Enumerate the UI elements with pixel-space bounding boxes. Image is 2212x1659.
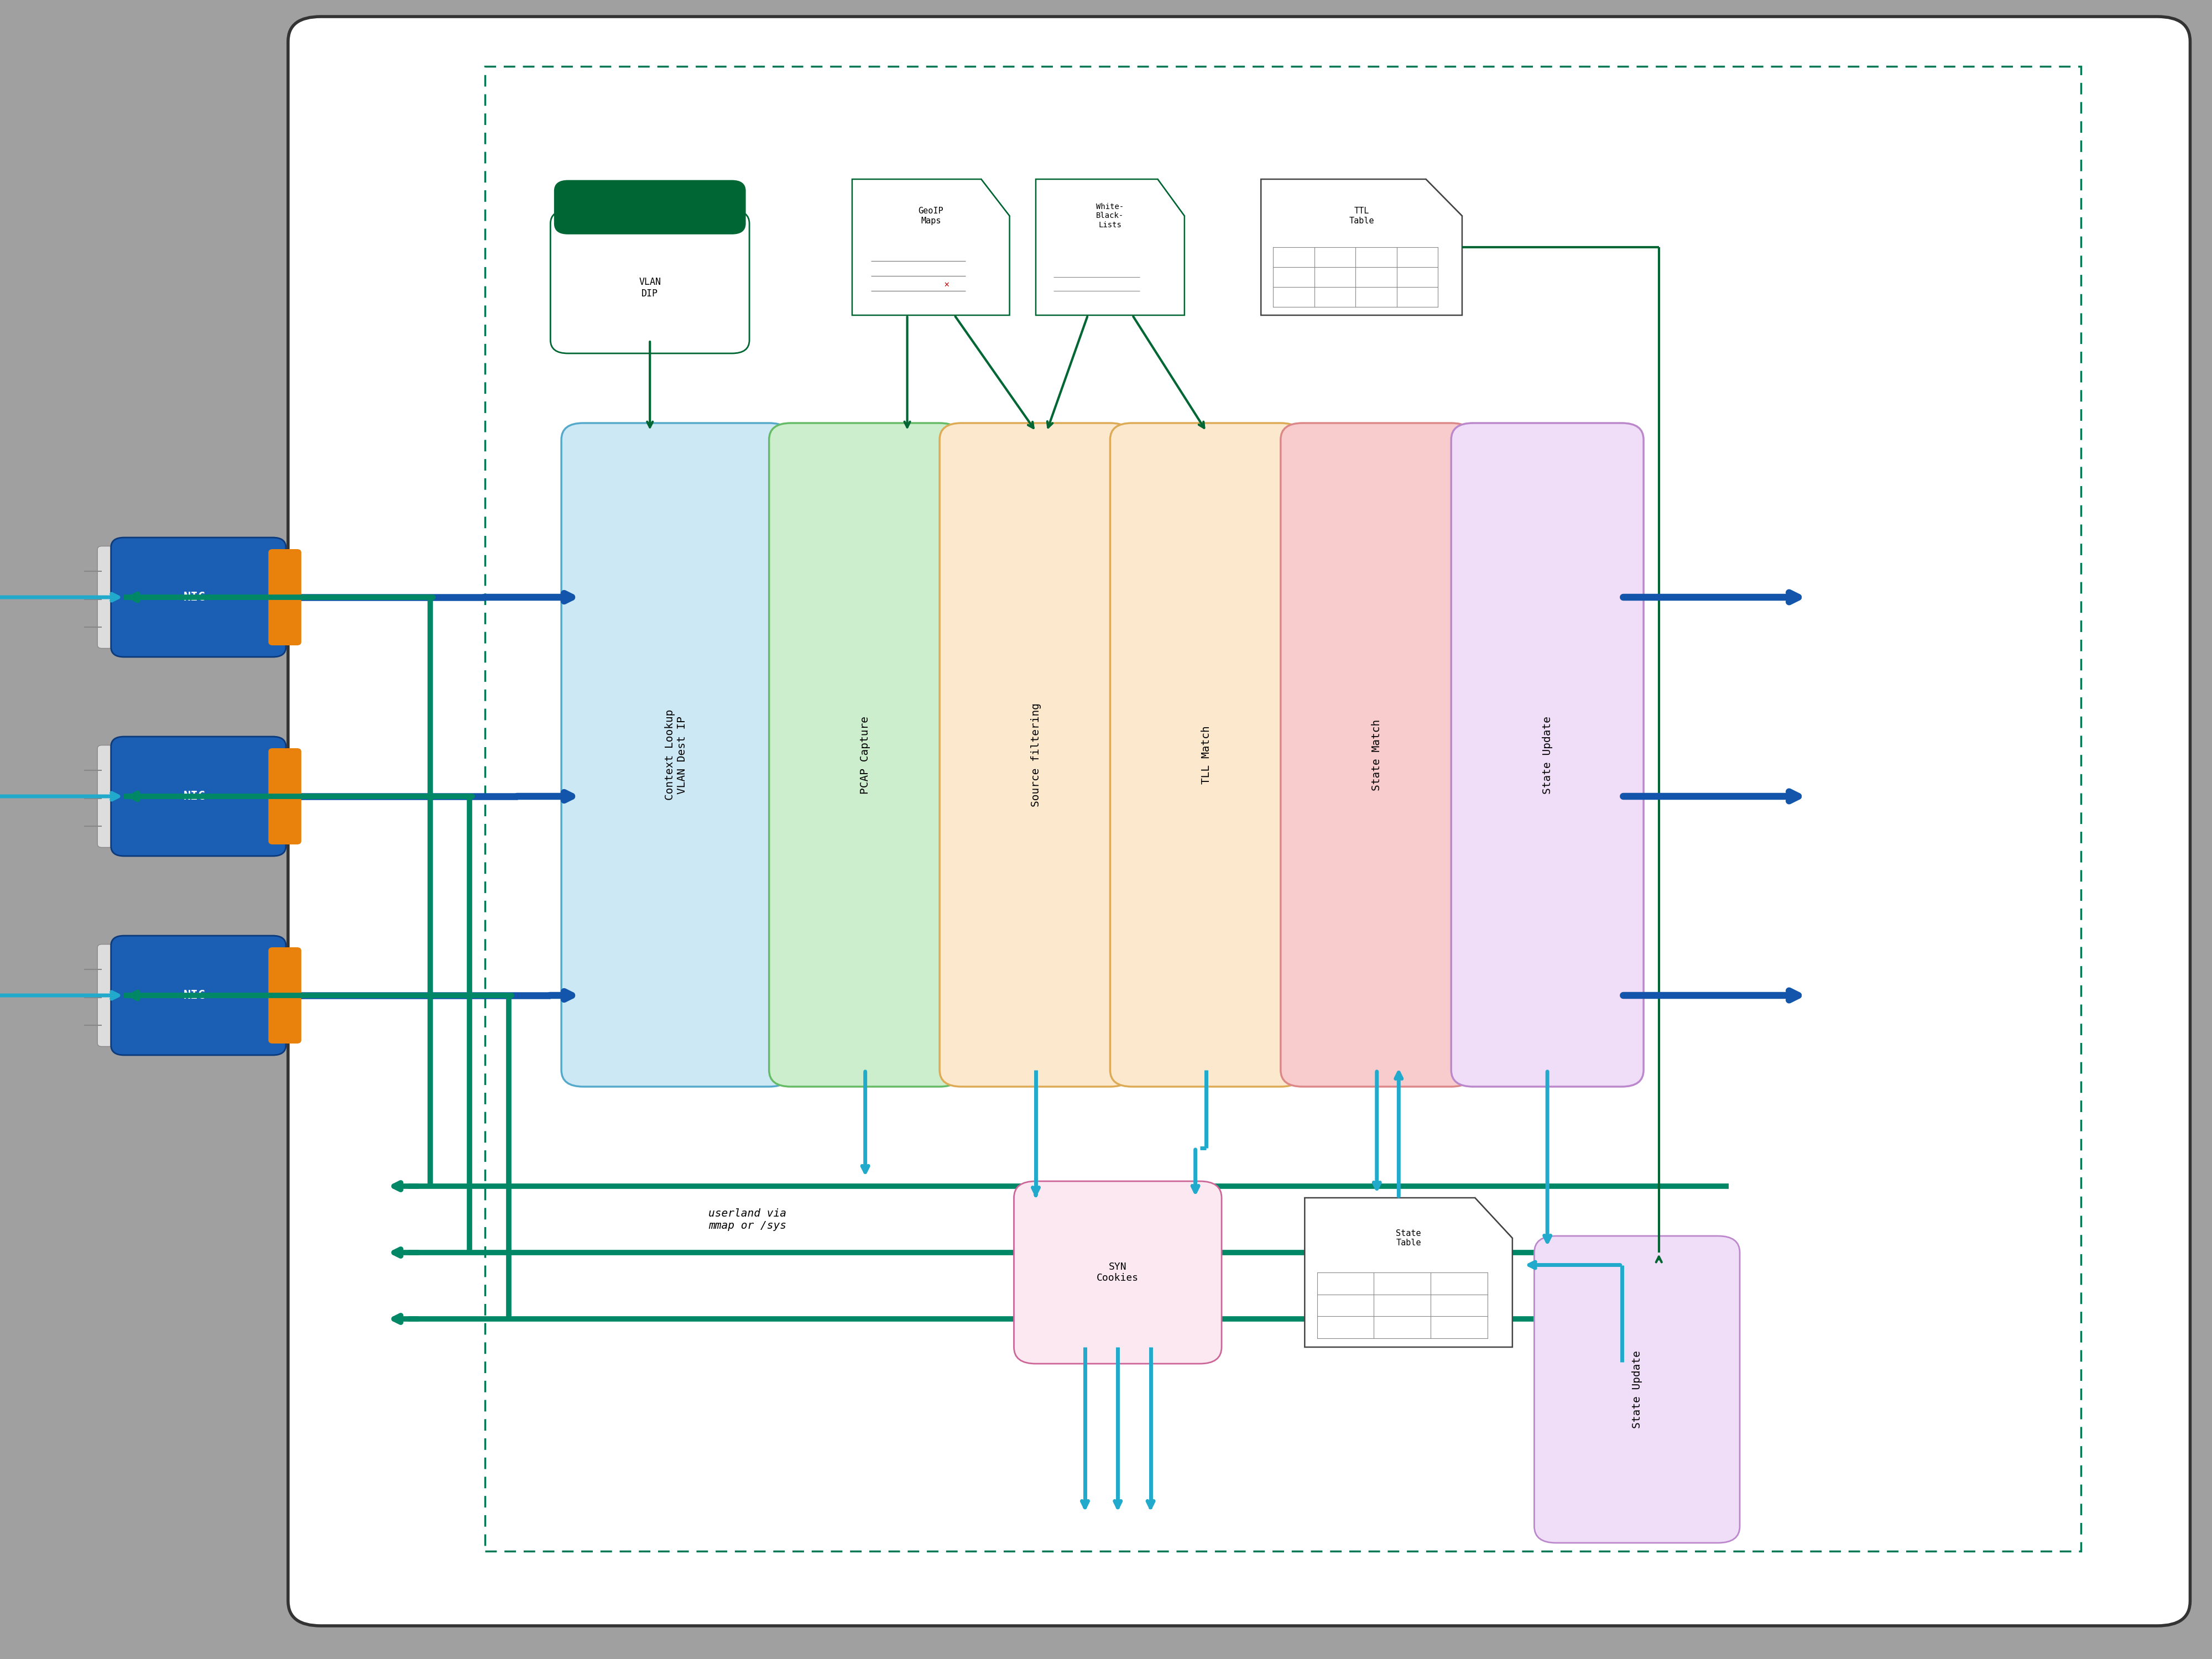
FancyBboxPatch shape bbox=[551, 211, 750, 353]
FancyBboxPatch shape bbox=[268, 549, 301, 645]
FancyBboxPatch shape bbox=[97, 944, 131, 1047]
Text: SYN
Cookies: SYN Cookies bbox=[1097, 1262, 1139, 1282]
FancyBboxPatch shape bbox=[1013, 1181, 1221, 1364]
FancyBboxPatch shape bbox=[555, 181, 745, 234]
FancyBboxPatch shape bbox=[97, 745, 131, 848]
Polygon shape bbox=[852, 179, 1009, 315]
FancyBboxPatch shape bbox=[111, 538, 285, 657]
Text: VLAN
DIP: VLAN DIP bbox=[639, 277, 661, 299]
FancyBboxPatch shape bbox=[940, 423, 1133, 1087]
Polygon shape bbox=[1035, 179, 1183, 315]
FancyBboxPatch shape bbox=[1281, 423, 1473, 1087]
Text: PCAP Capture: PCAP Capture bbox=[860, 717, 872, 795]
FancyBboxPatch shape bbox=[268, 947, 301, 1044]
Text: NIC: NIC bbox=[184, 791, 206, 801]
FancyBboxPatch shape bbox=[562, 423, 792, 1087]
Text: Source filtering: Source filtering bbox=[1031, 703, 1042, 806]
FancyBboxPatch shape bbox=[268, 748, 301, 844]
Text: userland via
mmap or /sys: userland via mmap or /sys bbox=[708, 1208, 785, 1231]
FancyBboxPatch shape bbox=[111, 737, 285, 856]
Text: State
Table: State Table bbox=[1396, 1229, 1420, 1248]
Text: State Update: State Update bbox=[1632, 1350, 1641, 1428]
FancyBboxPatch shape bbox=[770, 423, 962, 1087]
Text: TTL
Table: TTL Table bbox=[1349, 207, 1374, 226]
Polygon shape bbox=[1305, 1198, 1513, 1347]
FancyBboxPatch shape bbox=[288, 17, 2190, 1626]
FancyBboxPatch shape bbox=[1110, 423, 1303, 1087]
Text: ✕: ✕ bbox=[945, 282, 949, 289]
FancyBboxPatch shape bbox=[1535, 1236, 1741, 1543]
Text: Context Lookup
VLAN Dest IP: Context Lookup VLAN Dest IP bbox=[666, 710, 688, 800]
FancyBboxPatch shape bbox=[1451, 423, 1644, 1087]
Polygon shape bbox=[1261, 179, 1462, 315]
Text: NIC: NIC bbox=[184, 592, 206, 602]
Text: State Update: State Update bbox=[1542, 717, 1553, 795]
FancyBboxPatch shape bbox=[97, 546, 131, 649]
FancyBboxPatch shape bbox=[111, 936, 285, 1055]
Text: White-
Black-
Lists: White- Black- Lists bbox=[1097, 202, 1124, 229]
Text: GeoIP
Maps: GeoIP Maps bbox=[918, 207, 945, 226]
Text: State Match: State Match bbox=[1371, 718, 1383, 791]
Text: NIC: NIC bbox=[184, 990, 206, 1000]
Text: TLL Match: TLL Match bbox=[1201, 725, 1212, 785]
